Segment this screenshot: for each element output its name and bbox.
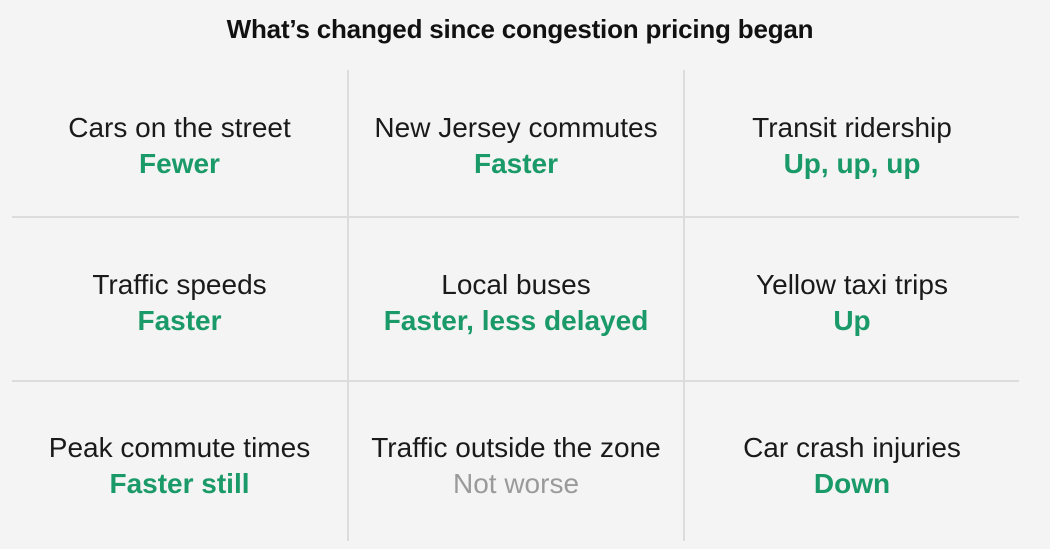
cell-label: New Jersey commutes: [374, 112, 658, 143]
grid-cell-new-jersey-commutes: New Jersey commutes Faster: [349, 110, 683, 182]
column-divider: [683, 70, 685, 541]
cell-value: Faster, less delayed: [383, 305, 649, 336]
grid-cell-traffic-speeds: Traffic speeds Faster: [12, 267, 347, 339]
grid-cell-traffic-outside-zone: Traffic outside the zone Not worse: [349, 430, 683, 502]
row-divider: [12, 216, 1019, 218]
cell-value: Up: [833, 305, 871, 336]
column-divider: [347, 70, 349, 541]
cell-label: Local buses: [441, 269, 591, 300]
summary-grid: Cars on the street Fewer New Jersey comm…: [12, 70, 1019, 541]
row-divider: [12, 380, 1019, 382]
cell-label: Yellow taxi trips: [756, 269, 948, 300]
cell-value: Faster: [137, 305, 222, 336]
cell-value: Up, up, up: [783, 148, 921, 179]
grid-cell-cars-on-street: Cars on the street Fewer: [12, 110, 347, 182]
cell-value: Faster still: [109, 468, 250, 499]
cell-label: Peak commute times: [48, 432, 311, 463]
grid-cell-local-buses: Local buses Faster, less delayed: [349, 267, 683, 339]
cell-label: Car crash injuries: [743, 432, 961, 463]
grid-cell-peak-commute-times: Peak commute times Faster still: [12, 430, 347, 502]
cell-label: Traffic outside the zone: [371, 432, 661, 463]
grid-cell-transit-ridership: Transit ridership Up, up, up: [685, 110, 1019, 182]
cell-label: Traffic speeds: [92, 269, 267, 300]
cell-label: Cars on the street: [68, 112, 291, 143]
cell-value: Faster: [473, 148, 559, 179]
cell-value: Down: [813, 468, 891, 499]
cell-value: Not worse: [452, 468, 580, 499]
cell-value: Fewer: [139, 148, 220, 179]
page-title: What’s changed since congestion pricing …: [226, 14, 814, 44]
grid-cell-car-crash-injuries: Car crash injuries Down: [685, 430, 1019, 502]
cell-label: Transit ridership: [752, 112, 952, 143]
grid-cell-yellow-taxi-trips: Yellow taxi trips Up: [685, 267, 1019, 339]
